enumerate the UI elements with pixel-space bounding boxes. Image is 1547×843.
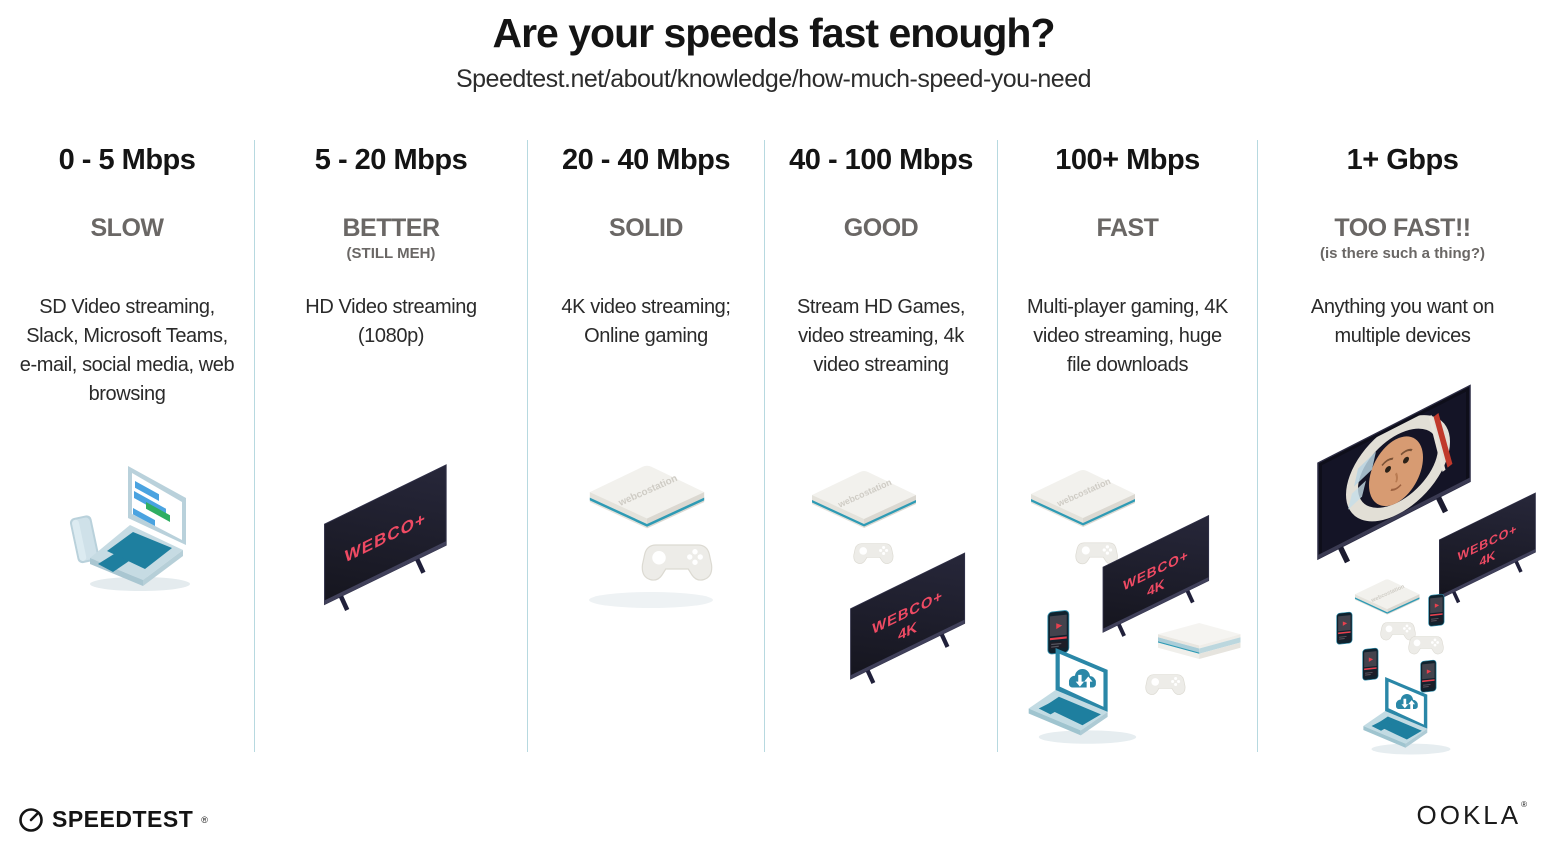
illustration-everything (1317, 384, 1536, 755)
ookla-trademark: ® (1521, 800, 1527, 809)
rating-subnote: (is there such a thing?) (1319, 245, 1485, 262)
page-header: Are your speeds fast enough? Speedtest.n… (0, 0, 1547, 94)
ookla-wordmark: OOKLA (1416, 800, 1522, 830)
use-cases: 4K video streaming; Online gaming (561, 296, 731, 347)
rating-label: SOLID (609, 214, 683, 242)
page-title: Are your speeds fast enough? (492, 10, 1055, 56)
speedtest-wordmark: SPEEDTEST (52, 806, 194, 832)
speed-range: 5 - 20 Mbps (314, 144, 468, 176)
column-20-40-mbps: 20 - 40 Mbps SOLID 4K video streaming; O… (528, 140, 765, 752)
phone-icon (69, 515, 100, 564)
use-cases: SD Video streaming, Slack, Microsoft Tea… (19, 296, 235, 405)
rating-subnote: (STILL MEH) (346, 245, 436, 262)
speed-range: 20 - 40 Mbps (561, 144, 731, 176)
speedtest-gauge-icon (19, 807, 43, 832)
use-cases: Stream HD Games, video streaming, 4k vid… (796, 296, 966, 376)
chat-bubbles (133, 481, 170, 527)
column-100plus-mbps: 100+ Mbps FAST Multi-player gaming, 4K v… (998, 140, 1258, 752)
speedtest-logo: SPEEDTEST ® (18, 806, 208, 833)
rating-label: BETTER (342, 214, 441, 242)
use-cases: Multi-player gaming, 4K video streaming,… (1027, 296, 1228, 376)
illustration-laptop-chat (69, 466, 190, 591)
speed-range: 0 - 5 Mbps (58, 144, 196, 176)
column-40-100-mbps: 40 - 100 Mbps GOOD Stream HD Games, vide… (765, 140, 998, 752)
page-subtitle-url: Speedtest.net/about/knowledge/how-much-s… (455, 65, 1092, 93)
illustration-multi-device (1028, 470, 1241, 744)
big-tv-movie (1317, 384, 1471, 564)
column-5-20-mbps: 5 - 20 Mbps BETTER (STILL MEH) HD Video … (255, 140, 528, 752)
rating-label: SLOW (90, 214, 165, 242)
laptop-chat-icon (90, 466, 186, 586)
rating-label: GOOD (843, 214, 919, 242)
illustration-hd-tv (323, 464, 447, 620)
astronaut-screen-image (1322, 391, 1466, 553)
speedtest-trademark: ® (201, 814, 208, 825)
illustration-console-tv (812, 471, 966, 689)
use-cases: HD Video streaming (1080p) (305, 296, 477, 347)
illustration-console (589, 465, 713, 608)
use-cases: Anything you want on multiple devices (1310, 296, 1495, 347)
column-0-5-mbps: 0 - 5 Mbps SLOW SD Video streaming, Slac… (0, 140, 255, 752)
rating-label: FAST (1096, 214, 1159, 242)
column-1plus-gbps: 1+ Gbps TOO FAST!! (is there such a thin… (1258, 140, 1547, 755)
speed-range: 1+ Gbps (1346, 144, 1459, 176)
speed-columns: 0 - 5 Mbps SLOW SD Video streaming, Slac… (0, 140, 1547, 755)
speed-range: 100+ Mbps (1055, 144, 1200, 176)
speed-range: 40 - 100 Mbps (789, 144, 973, 176)
rating-label: TOO FAST!! (1334, 214, 1471, 242)
ookla-logo: OOKLA® (1417, 800, 1528, 831)
